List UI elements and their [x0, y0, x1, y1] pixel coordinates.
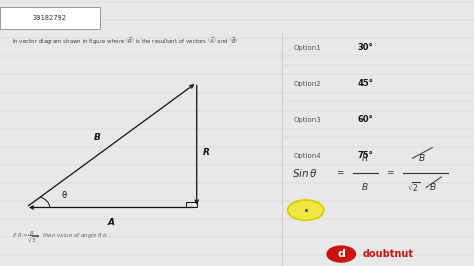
Text: =: = — [386, 168, 394, 177]
Text: doubtnut: doubtnut — [363, 249, 414, 259]
Text: In vector diagram shown in figure where $\left(\vec{R}\right)$ is the resultant : In vector diagram shown in figure where … — [12, 36, 238, 47]
Text: B: B — [362, 183, 368, 192]
Bar — [186, 202, 197, 207]
Circle shape — [327, 246, 356, 262]
Text: B: B — [419, 154, 425, 163]
Text: if $R = \dfrac{B}{\sqrt{3}}$,  then value of angle $\theta$ is :: if $R = \dfrac{B}{\sqrt{3}}$, then value… — [12, 230, 112, 244]
Text: Option4: Option4 — [294, 153, 321, 159]
Text: B: B — [93, 133, 100, 142]
Text: Option2: Option2 — [294, 81, 321, 87]
Text: =: = — [337, 168, 344, 177]
Text: $\mathit{Sin}\,\theta$: $\mathit{Sin}\,\theta$ — [292, 167, 318, 179]
Text: 30°: 30° — [358, 43, 374, 52]
Text: Option3: Option3 — [294, 117, 322, 123]
Circle shape — [288, 200, 324, 220]
Text: R: R — [362, 154, 368, 163]
Text: 45°: 45° — [358, 79, 374, 88]
Text: 39182792: 39182792 — [33, 15, 67, 21]
Text: B: B — [430, 183, 436, 192]
Text: θ: θ — [62, 191, 67, 200]
Text: Option1: Option1 — [294, 45, 322, 51]
Text: 60°: 60° — [358, 115, 374, 124]
FancyBboxPatch shape — [0, 7, 100, 29]
Text: R: R — [202, 148, 210, 157]
Text: A: A — [108, 218, 115, 227]
Text: $\sqrt{2}$: $\sqrt{2}$ — [407, 181, 420, 194]
Text: d: d — [337, 249, 345, 259]
Text: 75°: 75° — [358, 151, 374, 160]
